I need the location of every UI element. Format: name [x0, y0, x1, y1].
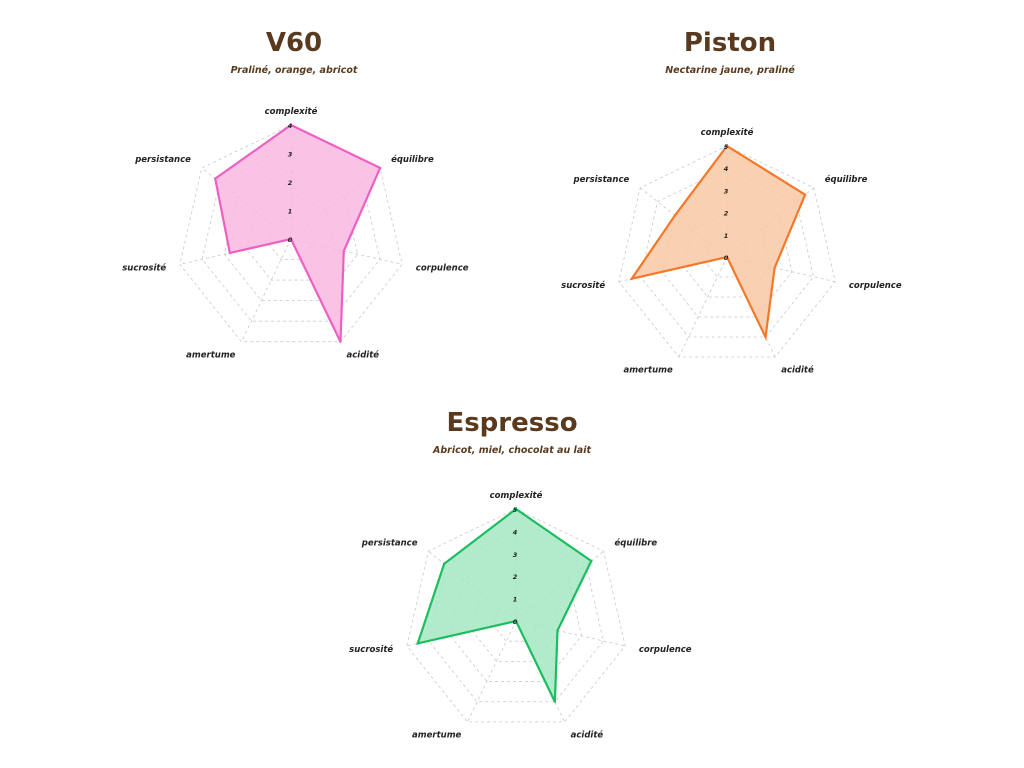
tick-label: 3 [724, 187, 729, 195]
tick-label: 4 [288, 122, 293, 130]
axis-label: amertume [186, 350, 236, 360]
grid-ring [406, 508, 626, 723]
series-area [629, 144, 807, 341]
axis-label: corpulence [849, 281, 902, 291]
tick-label: 3 [288, 151, 293, 159]
data-point [514, 619, 518, 623]
tick-label: 1 [513, 596, 518, 604]
data-point [342, 249, 345, 253]
radar-chart-piston: 0 1 2 3 4 5 complexité équilibre corpulence acidi… [561, 127, 902, 376]
data-point [228, 251, 232, 255]
grid-spoke [241, 238, 292, 342]
data-point [514, 507, 518, 511]
chart-title: V60 [265, 28, 323, 58]
data-point [214, 177, 217, 180]
axis-label: complexité [490, 490, 543, 501]
chart-subtitle: Praliné, orange, abricot [230, 65, 358, 76]
data-point [630, 277, 633, 280]
tick-label: 2 [288, 179, 293, 187]
data-point [289, 237, 293, 241]
axis-label: équilibre [391, 154, 434, 165]
tick-label: 0 [288, 236, 293, 244]
axis-label: complexité [701, 127, 754, 138]
data-point [673, 214, 677, 217]
chart-subtitle: Abricot, miel, chocolat au lait [432, 445, 592, 456]
axis-label: amertume [623, 366, 673, 376]
tick-label: 2 [513, 573, 518, 581]
axis-label: acidité [347, 349, 380, 360]
data-point [442, 562, 446, 565]
tick-label: 3 [513, 551, 518, 559]
chart-title: Piston [683, 28, 777, 58]
series-area [416, 507, 593, 703]
data-point [725, 144, 729, 148]
axis-label: corpulence [639, 645, 692, 655]
axis-label: équilibre [615, 537, 658, 548]
chart-title: Espresso [446, 408, 578, 438]
series-area [214, 123, 382, 343]
tick-label: 2 [724, 210, 729, 218]
tick-label: 1 [724, 232, 729, 240]
data-point [289, 123, 293, 127]
axis-label: sucrosité [122, 262, 166, 273]
axis-label: corpulence [416, 263, 469, 273]
chart-subtitle: Nectarine jaune, praliné [665, 65, 795, 76]
radar-chart-espresso: 0 1 2 3 4 5 complexité équilibre corpulence acidi… [349, 490, 692, 741]
radar-chart-v60: 0 1 2 3 4 complexité équilibre corpulence acidit… [122, 106, 469, 360]
axis-label: persistance [573, 175, 630, 185]
data-point [764, 335, 767, 339]
axis-label: persistance [134, 155, 191, 165]
data-point [590, 559, 593, 563]
grid-ring [704, 234, 750, 278]
tick-label: 4 [724, 165, 729, 173]
data-point [416, 642, 419, 645]
tick-label: 1 [288, 208, 293, 216]
grid-spoke [678, 256, 728, 358]
grid-ring [179, 124, 403, 343]
axis-label: amertume [412, 731, 462, 741]
grid-ring [618, 145, 836, 358]
axis-label: acidité [781, 365, 814, 376]
tick-label: 0 [513, 618, 518, 626]
axis-label: persistance [361, 538, 418, 548]
tick-label: 0 [724, 254, 729, 262]
data-point [378, 166, 382, 170]
axis-label: complexité [265, 106, 318, 117]
data-point [773, 266, 776, 270]
tick-label: 5 [513, 506, 518, 514]
axis-label: sucrosité [561, 280, 605, 291]
data-point [725, 255, 729, 259]
tick-label: 5 [724, 143, 729, 151]
axis-label: sucrosité [349, 644, 393, 655]
data-point [556, 629, 559, 632]
data-point [553, 700, 557, 703]
axis-label: équilibre [825, 174, 868, 185]
grid-ring [428, 530, 604, 703]
axis-label: acidité [571, 730, 604, 741]
data-point [339, 340, 342, 343]
data-point [803, 193, 807, 196]
tick-label: 4 [513, 528, 518, 536]
grid-ring [493, 598, 539, 642]
grid-spoke [467, 620, 517, 723]
